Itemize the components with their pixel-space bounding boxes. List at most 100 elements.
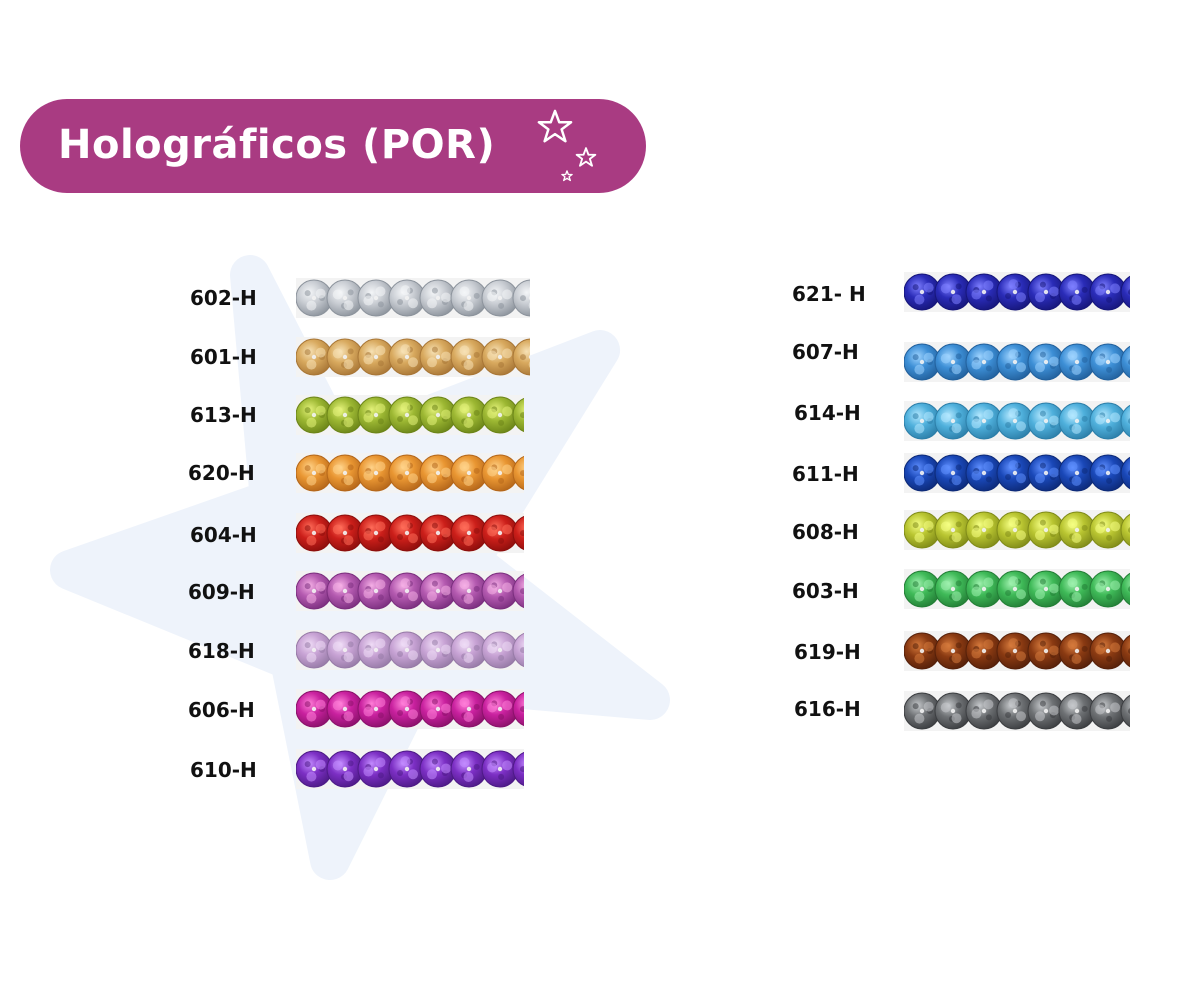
sequin-hole xyxy=(373,530,379,536)
sequin-hole xyxy=(466,588,472,594)
item-code: 610-H xyxy=(190,758,257,782)
sequin-facet xyxy=(498,302,505,309)
sequin-hole xyxy=(497,295,503,301)
sequin-facet xyxy=(1106,366,1113,373)
sequin-hole xyxy=(1012,470,1018,476)
sequin-hole xyxy=(342,530,348,536)
sequin-hole xyxy=(311,766,317,772)
sequin-facet xyxy=(1128,648,1130,654)
sequin-facet xyxy=(440,409,451,420)
sequin-facet xyxy=(347,700,354,707)
sequin-facet xyxy=(473,351,480,358)
sequin-strip xyxy=(904,401,1130,441)
sequin-facet xyxy=(440,527,451,538)
sequin-facet xyxy=(1008,408,1019,419)
sequin-facet xyxy=(473,527,480,534)
sequin-facet xyxy=(1039,519,1046,526)
sequin-hole xyxy=(342,766,348,772)
sequin-hole xyxy=(919,527,925,533)
sequin-facet xyxy=(520,295,527,302)
sequin-hole xyxy=(342,588,348,594)
sequin-facet xyxy=(940,283,951,294)
sequin xyxy=(1120,634,1130,668)
sequin-facet xyxy=(971,586,982,597)
sequin-facet xyxy=(306,711,317,722)
sequin-facet xyxy=(1005,590,1012,597)
sequin-facet xyxy=(1048,524,1059,535)
sequin-facet xyxy=(1035,292,1046,303)
sequin-facet xyxy=(1008,279,1019,290)
sequin-facet xyxy=(1035,530,1046,541)
sequin-strip-graphic xyxy=(296,630,524,670)
sequin-facet xyxy=(1106,534,1113,541)
sequin-facet xyxy=(1005,712,1012,719)
sequin-facet xyxy=(1071,532,1082,543)
sequin-facet xyxy=(332,289,343,300)
item-code: 609-H xyxy=(188,580,255,604)
sequin-facet xyxy=(914,294,925,305)
sequin-hole xyxy=(1105,289,1111,295)
sequin-facet xyxy=(498,773,505,780)
sequin-facet xyxy=(1067,280,1078,291)
sequin-facet xyxy=(1035,711,1046,722)
sequin-facet xyxy=(520,647,524,654)
sequin-hole xyxy=(919,708,925,714)
sequin-hole xyxy=(981,359,987,365)
sequin-facet xyxy=(377,536,384,543)
sequin-facet xyxy=(306,771,317,782)
sequin-facet xyxy=(914,475,925,486)
sequin-facet xyxy=(440,763,451,774)
sequin-facet xyxy=(951,294,962,305)
sequin-facet xyxy=(1110,464,1121,475)
sequin-hole xyxy=(311,706,317,712)
sequin-facet xyxy=(1008,517,1019,528)
sequin-facet xyxy=(983,577,994,588)
sequin-facet xyxy=(955,521,962,528)
sequin-facet xyxy=(971,708,982,719)
sequin-facet xyxy=(912,703,919,710)
sequin-facet xyxy=(473,467,480,474)
sequin-facet xyxy=(940,642,951,653)
item-code: 611-H xyxy=(792,462,859,486)
sequin-facet xyxy=(1035,473,1046,484)
sequin-facet xyxy=(1128,586,1130,592)
sequin-facet xyxy=(1071,591,1082,602)
sequin-strip xyxy=(296,571,524,611)
sequin-facet xyxy=(1095,285,1106,296)
sequin-facet xyxy=(502,641,513,652)
sequin-hole xyxy=(1012,418,1018,424)
item-code: 620-H xyxy=(188,461,255,485)
sequin-hole xyxy=(497,706,503,712)
sequin-facet xyxy=(1067,409,1078,420)
item-code: 614-H xyxy=(794,401,861,425)
sequin-facet xyxy=(923,282,934,293)
sequin-facet xyxy=(304,525,311,532)
sequin-facet xyxy=(951,423,962,434)
sequin-hole xyxy=(981,586,987,592)
sequin-hole xyxy=(466,295,472,301)
sequin-facet xyxy=(985,365,992,372)
sequin-facet xyxy=(397,474,404,481)
sequin-hole xyxy=(1105,359,1111,365)
sequin-hole xyxy=(435,412,441,418)
sequin-facet xyxy=(487,291,498,302)
sequin-facet xyxy=(951,532,962,543)
sequin-facet xyxy=(983,280,994,291)
sequin-strip-graphic xyxy=(904,401,1130,441)
sequin-strip-graphic xyxy=(296,689,524,729)
sequin-facet xyxy=(408,298,419,309)
sequin-facet xyxy=(985,533,992,540)
sequin-facet xyxy=(463,593,474,604)
sequin-strip xyxy=(296,453,524,493)
sequin-facet xyxy=(315,288,326,299)
sequin-hole xyxy=(1105,648,1111,654)
sequin-facet xyxy=(983,639,994,650)
sequin xyxy=(512,515,524,551)
sequin-facet xyxy=(347,289,354,296)
sequin-facet xyxy=(473,409,480,416)
sequin-hole xyxy=(1043,289,1049,295)
sequin-facet xyxy=(440,703,451,714)
sequin-facet xyxy=(400,756,411,767)
sequin-facet xyxy=(955,580,962,587)
sequin-facet xyxy=(375,757,386,768)
